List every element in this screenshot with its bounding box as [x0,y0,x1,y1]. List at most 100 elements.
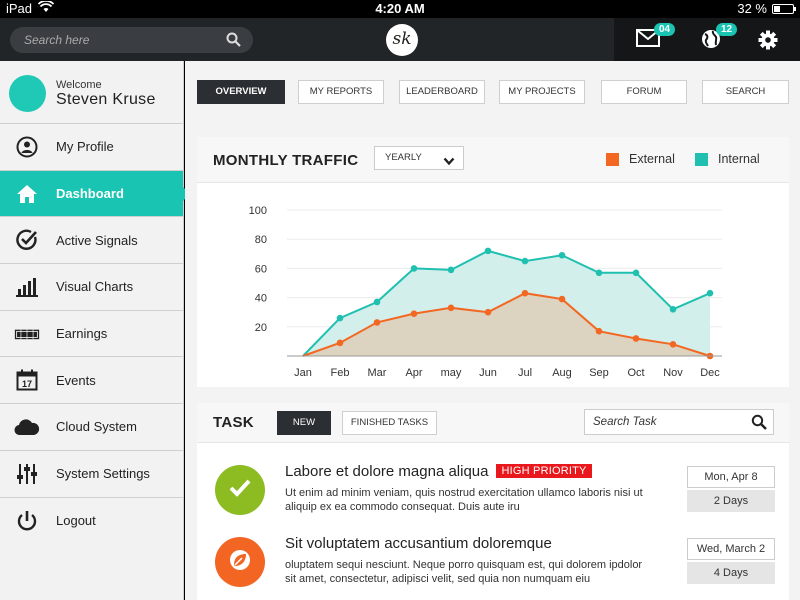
sidebar-item-label: Dashboard [56,186,124,202]
x-tick-label: may [441,367,462,379]
sidebar-item-cloud-system[interactable]: Cloud System [0,404,183,451]
task-description: oluptatem sequi nesciunt. Neque porro qu… [285,559,643,585]
task-header: TASK NEW FINISHED TASKS [197,403,789,443]
x-tick-label: Jun [479,367,497,379]
sliders-icon [14,462,40,486]
sidebar-item-active-signals[interactable]: Active Signals [0,217,183,265]
x-tick-label: Feb [331,367,350,379]
y-tick-label: 60 [255,263,267,275]
x-tick-label: Apr [405,367,422,379]
x-tick-label: Sep [589,367,609,379]
task-status-badge [215,465,265,515]
check-icon [228,478,252,503]
x-tick-label: Jan [294,367,312,379]
task-row[interactable]: Labore et dolore magna aliqua HIGH PRIORI… [197,455,789,527]
data-point-external [484,308,492,316]
data-point-internal [373,298,381,306]
top-icons: 04 12 [614,18,800,61]
mail-button[interactable]: 04 [636,23,676,52]
task-date: Wed, March 2 [687,538,775,560]
data-point-internal [484,247,492,255]
task-card: TASK NEW FINISHED TASKS Labore et dolore… [197,403,789,600]
data-point-internal [410,265,418,272]
task-name: Sit voluptatem accusantium doloremque [285,535,552,552]
y-tick-label: 100 [249,205,267,217]
y-tick-label: 80 [255,234,267,246]
search-icon[interactable] [751,414,767,435]
task-row[interactable]: Sit voluptatem accusantium doloremque ol… [197,527,789,599]
data-point-internal [595,269,603,277]
tab-forum[interactable]: FORUM [601,80,687,104]
top-bar: sk 04 12 [0,18,800,61]
welcome-label: Welcome [56,79,102,91]
task-date: Mon, Apr 8 [687,466,775,488]
battery-icon [772,3,796,14]
tab-my-projects[interactable]: MY PROJECTS [499,80,585,104]
data-point-external [410,310,418,317]
sidebar-item-label: My Profile [56,139,114,155]
data-point-internal [558,251,566,259]
chevron-down-icon [443,153,455,175]
task-duration: 4 Days [687,562,775,584]
data-point-external [669,341,677,348]
sidebar-item-label: Logout [56,513,96,529]
tab-overview[interactable]: OVERVIEW [197,80,285,104]
y-tick-label: 40 [255,293,267,305]
calendar-icon: 17 [14,368,40,392]
tab-search[interactable]: SEARCH [702,80,789,104]
battery-percent: 32 % [737,1,767,16]
sidebar-item-events[interactable]: 17 Events [0,357,183,405]
sidebar-item-visual-charts[interactable]: Visual Charts [0,264,183,311]
gear-icon [758,30,778,54]
y-tick-label: 20 [255,322,267,334]
data-point-internal [669,305,677,313]
data-point-external [595,327,603,335]
global-search [10,27,253,53]
tab-my-reports[interactable]: MY REPORTS [298,80,384,104]
finished-tasks-button[interactable]: FINISHED TASKS [342,411,437,435]
data-point-external [336,339,344,347]
x-tick-label: Dec [700,367,720,379]
traffic-title: MONTHLY TRAFFIC [213,152,359,169]
mail-icon [636,29,660,51]
search-icon[interactable] [226,32,241,52]
sidebar-item-label: Active Signals [56,232,138,248]
x-tick-label: Aug [552,367,572,379]
line-external [302,292,711,357]
x-tick-label: Nov [663,367,683,379]
wifi-icon [37,0,55,16]
line-internal [302,249,711,357]
data-point-external [373,319,381,326]
task-status-badge [215,537,265,587]
globe-button[interactable]: 12 [701,23,738,54]
period-select[interactable]: YEARLY [374,146,464,170]
task-name: Labore et dolore magna aliqua [285,463,489,480]
sidebar-item-system-settings[interactable]: System Settings [0,451,183,498]
task-search-input[interactable] [593,410,743,434]
data-point-external [558,295,566,303]
sidebar-item-my-profile[interactable]: My Profile [0,124,183,171]
legend-internal: Internal [695,152,760,166]
user-icon [14,135,40,159]
data-point-internal [521,257,529,265]
sidebar-item-label: Visual Charts [56,279,134,295]
sidebar-item-logout[interactable]: Logout [0,498,183,545]
traffic-chart: 20 40 60 80 100 Jan Feb Mar Apr may Jun Jul Aug Sep Oc… [249,205,722,379]
monthly-traffic-card: MONTHLY TRAFFIC YEARLY External Internal… [197,137,789,387]
search-input[interactable] [24,27,224,53]
sidebar-item-dashboard[interactable]: Dashboard [0,170,183,218]
new-task-button[interactable]: NEW [277,411,331,435]
user-welcome: Welcome Steven Kruse [0,61,183,124]
x-tick-label: Jul [518,367,532,379]
sidebar-item-earnings[interactable]: Earnings [0,311,183,358]
app-logo[interactable]: sk [386,24,418,56]
task-description: Ut enim ad minim veniam, quis nostrud ex… [285,487,643,513]
cloud-icon [14,415,40,439]
avatar[interactable] [9,75,46,112]
tab-leaderboard[interactable]: LEADERBOARD [399,80,485,104]
legend-label-internal: Internal [718,152,760,166]
settings-button[interactable] [758,30,778,55]
main-content: OVERVIEW MY REPORTS LEADERBOARD MY PROJE… [185,61,800,600]
mail-badge: 04 [654,23,676,36]
data-point-internal [447,266,455,274]
